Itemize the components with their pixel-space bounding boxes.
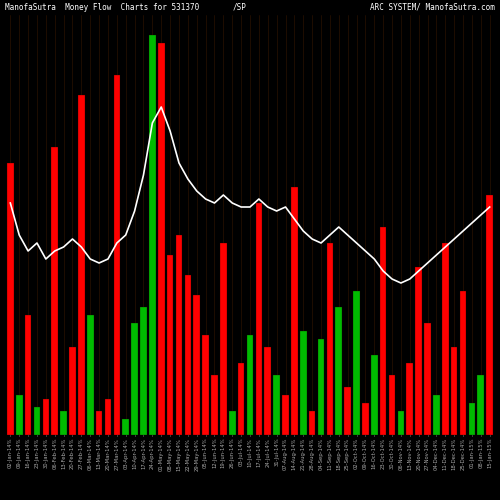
Bar <box>167 255 173 435</box>
Bar <box>300 331 306 435</box>
Bar <box>34 407 40 435</box>
Bar <box>433 395 440 435</box>
Bar <box>256 203 262 435</box>
Bar <box>264 347 271 435</box>
Text: ManofaSutra  Money Flow  Charts for 531370: ManofaSutra Money Flow Charts for 531370 <box>5 2 199 12</box>
Bar <box>132 323 138 435</box>
Bar <box>52 147 58 435</box>
Bar <box>406 363 413 435</box>
Bar <box>176 235 182 435</box>
Bar <box>388 375 396 435</box>
Bar <box>362 403 368 435</box>
Bar <box>140 307 147 435</box>
Bar <box>486 195 493 435</box>
Text: ARC SYSTEM/ ManofaSutra.com: ARC SYSTEM/ ManofaSutra.com <box>370 2 495 12</box>
Bar <box>442 243 448 435</box>
Bar <box>326 243 333 435</box>
Bar <box>60 411 67 435</box>
Bar <box>96 411 102 435</box>
Bar <box>478 375 484 435</box>
Bar <box>309 411 316 435</box>
Bar <box>318 339 324 435</box>
Bar <box>25 315 32 435</box>
Text: /SP: /SP <box>233 2 247 12</box>
Bar <box>238 363 244 435</box>
Bar <box>220 243 226 435</box>
Bar <box>371 355 378 435</box>
Bar <box>202 335 209 435</box>
Bar <box>246 335 254 435</box>
Bar <box>184 275 191 435</box>
Bar <box>211 375 218 435</box>
Bar <box>122 419 129 435</box>
Bar <box>194 295 200 435</box>
Bar <box>282 395 289 435</box>
Bar <box>69 347 76 435</box>
Bar <box>460 291 466 435</box>
Bar <box>468 403 475 435</box>
Bar <box>104 399 112 435</box>
Bar <box>416 267 422 435</box>
Bar <box>380 227 386 435</box>
Bar <box>16 395 22 435</box>
Bar <box>149 35 156 435</box>
Bar <box>78 95 84 435</box>
Bar <box>291 187 298 435</box>
Bar <box>451 347 458 435</box>
Bar <box>7 163 14 435</box>
Bar <box>353 291 360 435</box>
Bar <box>42 399 49 435</box>
Bar <box>424 323 431 435</box>
Bar <box>398 411 404 435</box>
Bar <box>87 315 94 435</box>
Bar <box>274 375 280 435</box>
Bar <box>229 411 235 435</box>
Bar <box>158 43 164 435</box>
Bar <box>114 75 120 435</box>
Bar <box>344 387 351 435</box>
Bar <box>336 307 342 435</box>
